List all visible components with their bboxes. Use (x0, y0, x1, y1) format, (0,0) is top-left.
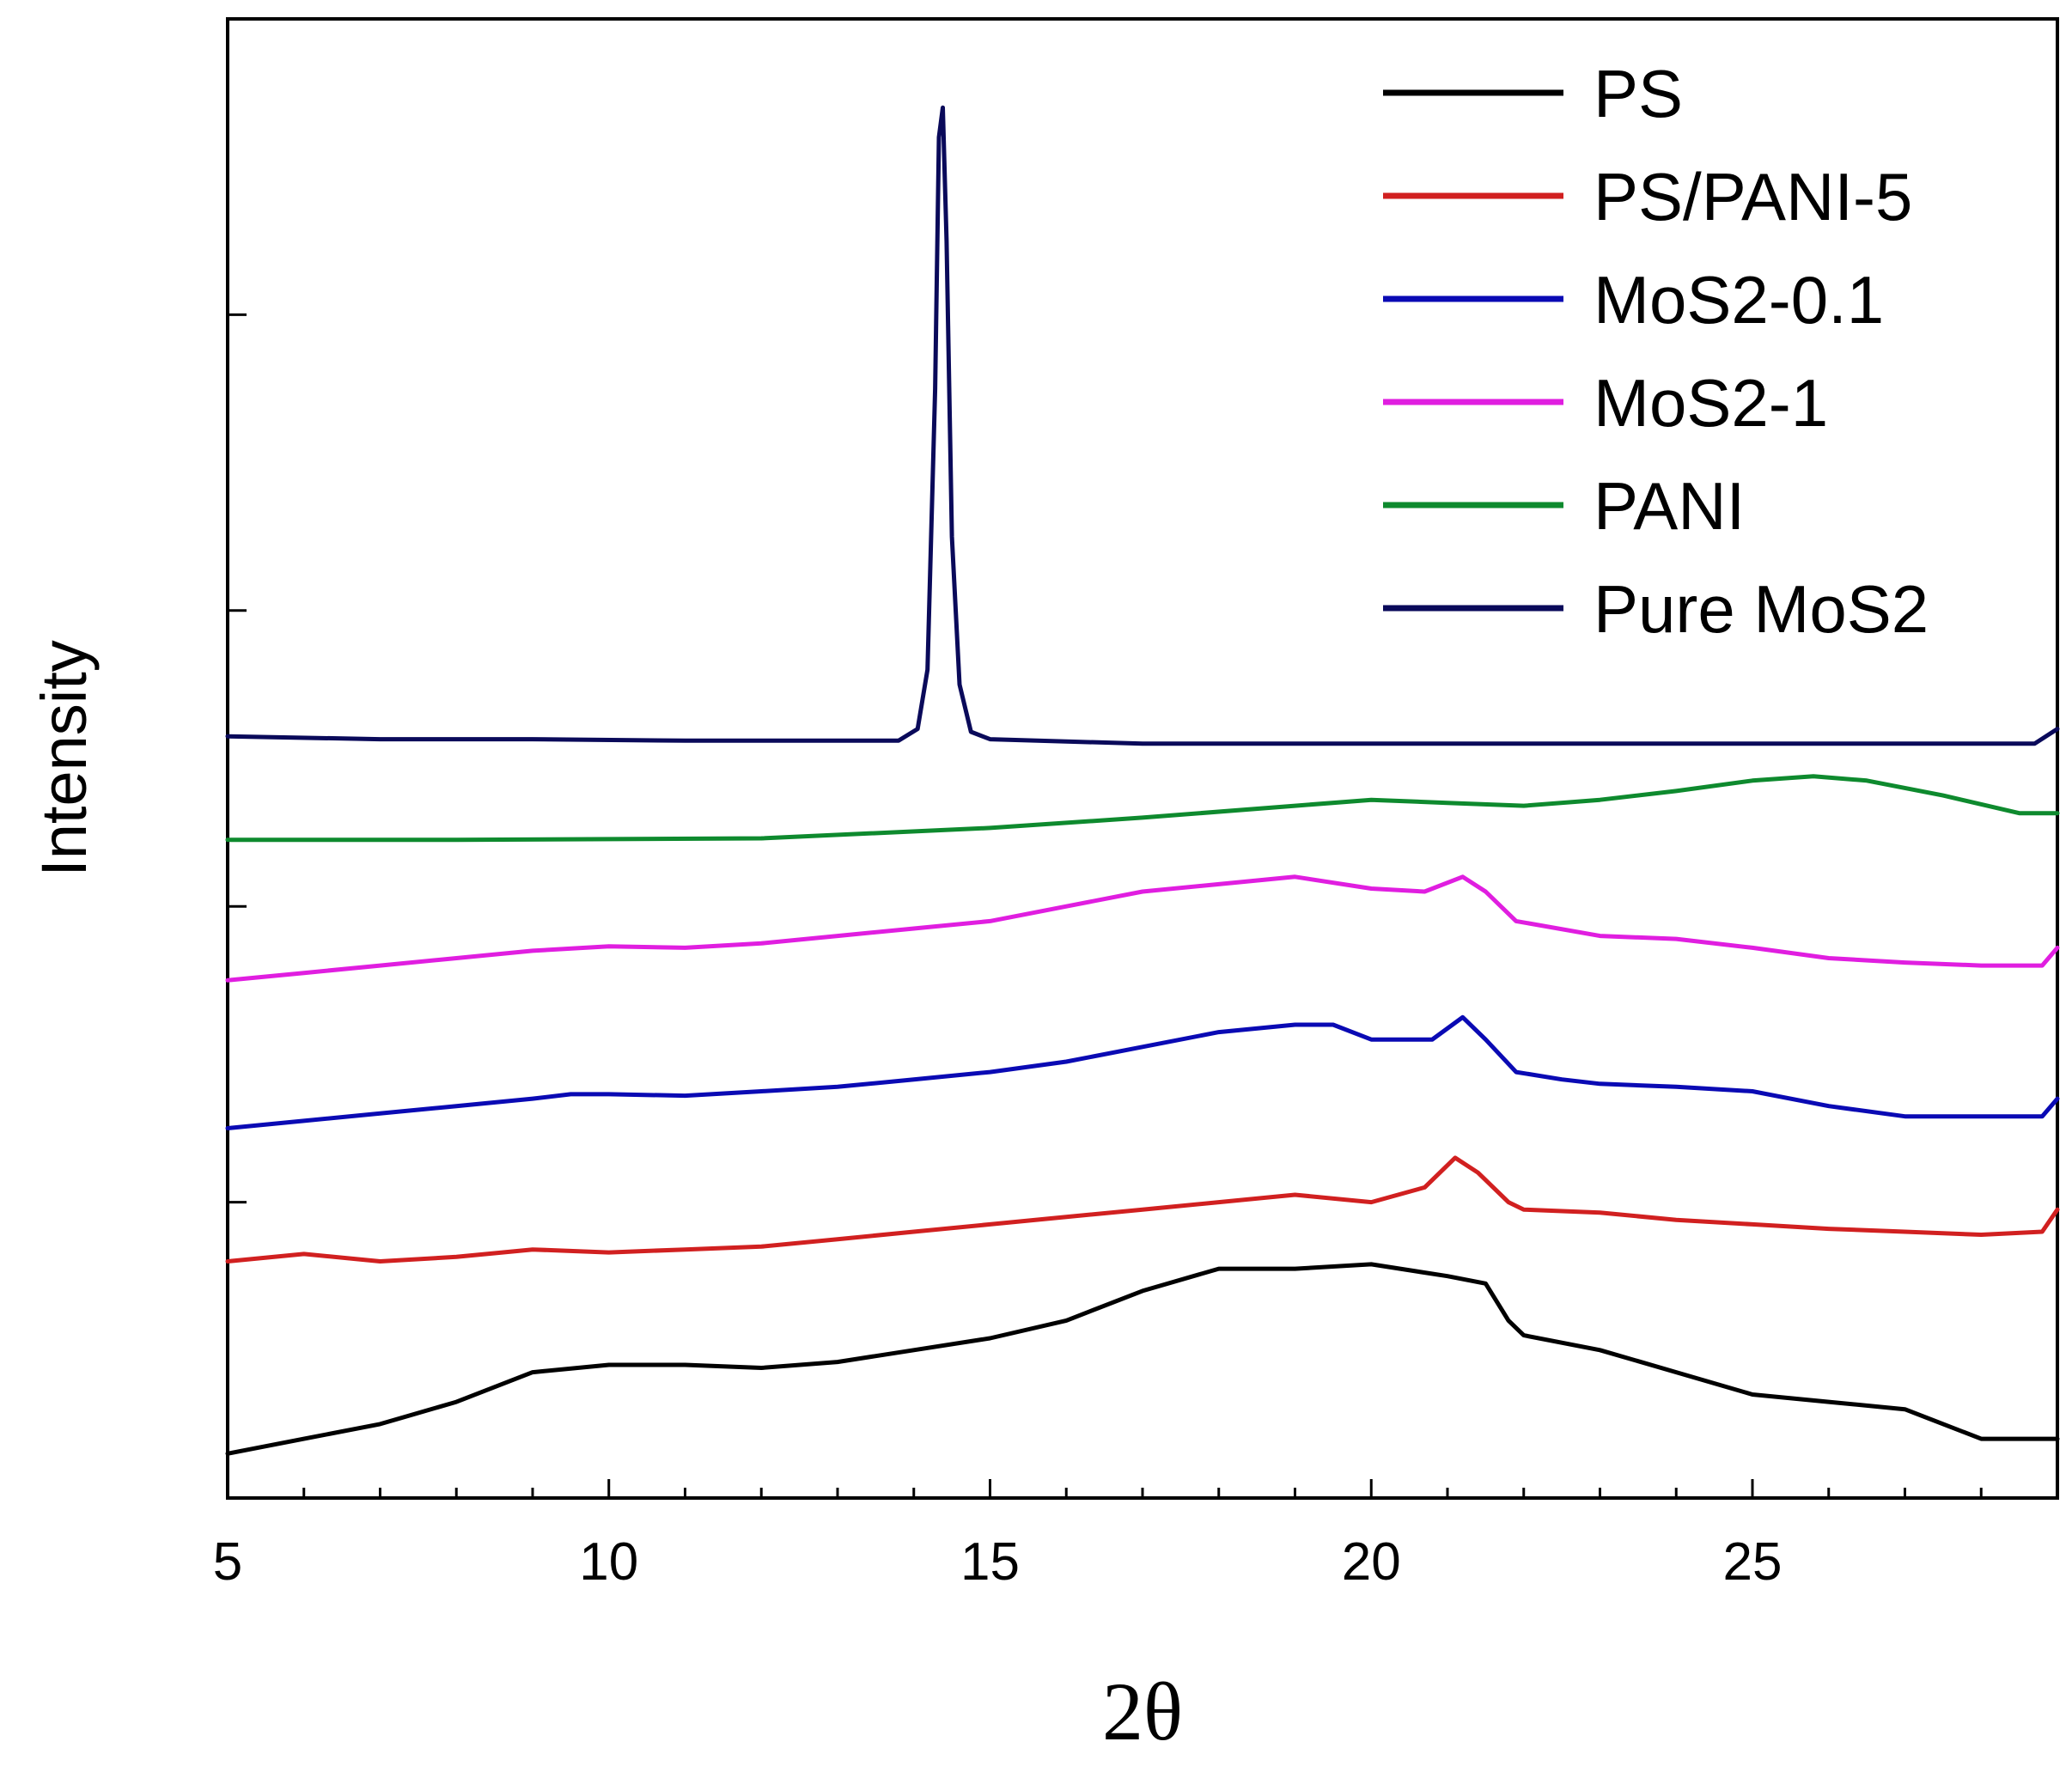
legend-label: PS (1594, 56, 1683, 131)
x-tick-label: 20 (1342, 1532, 1401, 1592)
x-tick-label: 15 (960, 1532, 1020, 1592)
x-axis-ticks: 5 10 15 20 25 (213, 1479, 2059, 1592)
series-line-mos2-1 (225, 874, 2060, 983)
series-layer (225, 105, 2060, 1456)
legend-label: MoS2-0.1 (1594, 262, 1884, 338)
legend-label: Pure MoS2 (1594, 571, 1929, 647)
series-line-pani (225, 774, 2060, 843)
x-tick-label: 5 (213, 1532, 242, 1592)
y-axis-label: Intensity (28, 640, 100, 877)
legend-label: PANI (1594, 468, 1745, 544)
series-line-ps-pani-5 (225, 1155, 2060, 1264)
legend-label: MoS2-1 (1594, 365, 1828, 441)
x-tick-label: 25 (1723, 1532, 1783, 1592)
y-axis-ticks (228, 313, 247, 1204)
series-line-mos2-0-1 (225, 1014, 2060, 1130)
legend: PS PS/PANI-5 MoS2-0.1 MoS2-1 PANI Pure MoS2 (1383, 56, 1929, 647)
series-line-ps (225, 1262, 2060, 1456)
plot-area-frame (226, 17, 2059, 1500)
x-tick-label: 10 (579, 1532, 638, 1592)
legend-label: PS/PANI-5 (1594, 159, 1912, 234)
x-axis-label: 2θ (1102, 1666, 1183, 1757)
series-line-pure-mos2 (225, 105, 2060, 746)
